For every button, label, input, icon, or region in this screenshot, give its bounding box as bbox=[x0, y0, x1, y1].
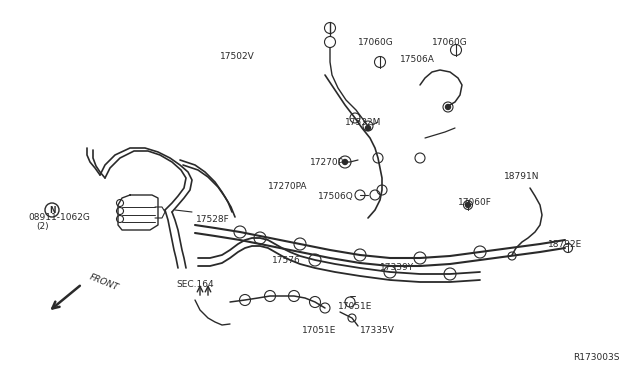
Text: 17060F: 17060F bbox=[458, 198, 492, 207]
Text: 17051E: 17051E bbox=[302, 326, 337, 335]
Text: R173003S: R173003S bbox=[573, 353, 620, 362]
Text: 17270P: 17270P bbox=[310, 158, 344, 167]
Text: 17339Y: 17339Y bbox=[380, 263, 414, 272]
Text: FRONT: FRONT bbox=[88, 272, 120, 292]
Circle shape bbox=[445, 105, 451, 109]
Text: 08911-1062G: 08911-1062G bbox=[28, 213, 90, 222]
Text: (2): (2) bbox=[36, 222, 49, 231]
Text: 17060G: 17060G bbox=[358, 38, 394, 47]
Text: 17060G: 17060G bbox=[432, 38, 468, 47]
Text: 17506Q: 17506Q bbox=[318, 192, 354, 201]
Text: 17270PA: 17270PA bbox=[268, 182, 307, 191]
Text: 17502V: 17502V bbox=[220, 52, 255, 61]
Circle shape bbox=[342, 160, 348, 164]
Text: 17576: 17576 bbox=[272, 256, 301, 265]
Circle shape bbox=[465, 202, 470, 208]
Text: 17051E: 17051E bbox=[338, 302, 372, 311]
Text: SEC.164: SEC.164 bbox=[176, 280, 214, 289]
Text: N: N bbox=[49, 205, 55, 215]
Text: 17506A: 17506A bbox=[400, 55, 435, 64]
Text: 18791N: 18791N bbox=[504, 172, 540, 181]
Text: 17335V: 17335V bbox=[360, 326, 395, 335]
Circle shape bbox=[365, 125, 371, 131]
Text: 17532M: 17532M bbox=[345, 118, 381, 127]
Text: 18792E: 18792E bbox=[548, 240, 582, 249]
Text: 17528F: 17528F bbox=[196, 215, 230, 224]
